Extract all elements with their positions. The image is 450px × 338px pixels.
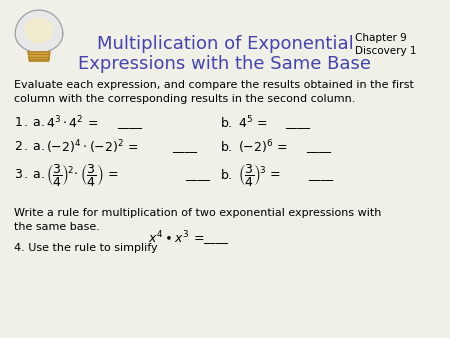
Text: Multiplication of Exponential: Multiplication of Exponential	[97, 35, 353, 53]
Text: $x^4\bullet x^3\,=$: $x^4\bullet x^3\,=$	[148, 230, 204, 246]
Text: ____: ____	[117, 117, 142, 129]
Polygon shape	[28, 52, 50, 61]
Text: ____: ____	[306, 141, 331, 153]
Text: $\mathrm{b.}$: $\mathrm{b.}$	[220, 140, 233, 154]
Text: Expressions with the Same Base: Expressions with the Same Base	[78, 55, 372, 73]
Polygon shape	[25, 19, 53, 42]
Text: 4. Use the rule to simplify: 4. Use the rule to simplify	[14, 243, 157, 253]
Text: Evaluate each expression, and compare the results obtained in the first
column w: Evaluate each expression, and compare th…	[14, 80, 414, 104]
Text: $(-2)^6\,=$: $(-2)^6\,=$	[238, 138, 288, 156]
Text: ____: ____	[203, 232, 228, 244]
Text: $4^5\,=$: $4^5\,=$	[238, 115, 268, 131]
Text: $2\,.\,\mathrm{a.}$: $2\,.\,\mathrm{a.}$	[14, 141, 45, 153]
Text: ____: ____	[172, 141, 197, 153]
Text: $4^3\cdot 4^2\,=$: $4^3\cdot 4^2\,=$	[46, 115, 99, 131]
Text: Chapter 9
Discovery 1: Chapter 9 Discovery 1	[355, 33, 417, 56]
Text: $1\,.\,\mathrm{a.}$: $1\,.\,\mathrm{a.}$	[14, 117, 45, 129]
Text: $(-2)^4\cdot(-2)^2\,=$: $(-2)^4\cdot(-2)^2\,=$	[46, 138, 139, 156]
Polygon shape	[15, 10, 63, 53]
Text: ____: ____	[185, 169, 210, 182]
Text: ____: ____	[285, 117, 310, 129]
Text: $\mathrm{b.}$: $\mathrm{b.}$	[220, 168, 233, 182]
Text: Write a rule for multiplication of two exponential expressions with
the same bas: Write a rule for multiplication of two e…	[14, 208, 382, 232]
Text: $\left(\dfrac{3}{4}\right)^{\!3}\,=$: $\left(\dfrac{3}{4}\right)^{\!3}\,=$	[238, 162, 281, 188]
Text: $\left(\dfrac{3}{4}\right)^{\!2}\!\cdot\left(\dfrac{3}{4}\right)\,=$: $\left(\dfrac{3}{4}\right)^{\!2}\!\cdot\…	[46, 162, 118, 188]
Text: $\mathrm{b.}$: $\mathrm{b.}$	[220, 116, 233, 130]
Text: $3\,.\,\mathrm{a.}$: $3\,.\,\mathrm{a.}$	[14, 169, 45, 182]
Text: ____: ____	[308, 169, 333, 182]
